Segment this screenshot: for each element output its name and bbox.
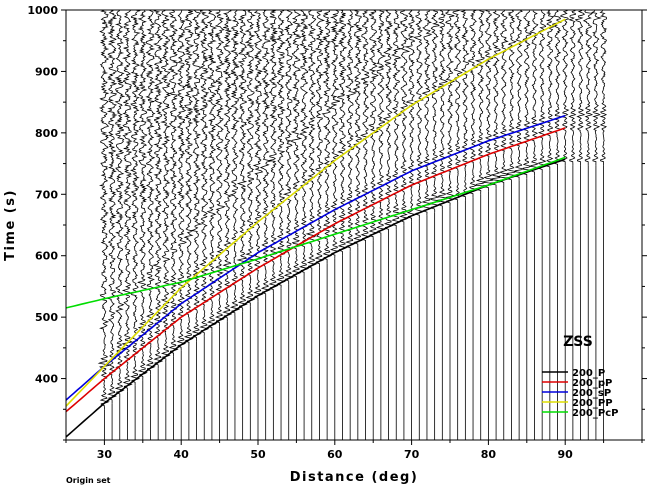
waveform-trace (537, 10, 547, 174)
x-tick-label: 80 (481, 448, 497, 461)
waveform-trace (275, 10, 287, 289)
y-tick-label: 500 (35, 311, 58, 324)
waveform-trace (314, 10, 326, 268)
waveform-trace (121, 10, 133, 392)
waveform-trace (528, 10, 541, 176)
phase-curves (66, 18, 566, 438)
waveform-trace (145, 10, 156, 375)
waveform-trace (152, 10, 164, 369)
waveform-trace (489, 10, 503, 189)
waveform-trace (360, 10, 371, 244)
waveform-trace (114, 10, 126, 398)
waveform-trace (298, 10, 310, 276)
waveform-trace (496, 10, 511, 187)
waveform-trace (568, 10, 577, 166)
waveform-trace (106, 10, 118, 404)
waveform-trace (183, 10, 195, 346)
x-tick-label: 70 (404, 448, 420, 461)
waveform-trace (574, 10, 586, 166)
waveform-trace (176, 10, 188, 351)
waveform-trace (368, 10, 380, 241)
legend-label: 200_sP (572, 388, 611, 399)
x-axis-title: Distance (deg) (290, 470, 419, 485)
waveform-trace (268, 10, 279, 294)
axes: 30 40 50 60 70 80 90 400 500 600 700 800 900 1000 (27, 4, 647, 461)
waveform-trace (552, 10, 562, 168)
waveform-trace (599, 10, 608, 166)
waveform-trace (544, 10, 555, 171)
waveform-trace (391, 10, 403, 230)
legend-label: 200_P (572, 368, 605, 379)
x-tick-label: 90 (558, 448, 574, 461)
waveform-traces (97, 10, 608, 440)
phase-curve-200_PP (66, 18, 566, 407)
waveform-trace (290, 10, 303, 281)
waveform-trace (559, 10, 570, 166)
x-tick-label: 50 (250, 448, 266, 461)
legend-title: ZSS (563, 334, 593, 350)
waveform-trace (590, 10, 602, 166)
waveform-trace (206, 10, 217, 332)
y-tick-label: 900 (35, 65, 58, 78)
waveform-trace (305, 10, 317, 272)
waveform-trace (137, 10, 148, 381)
x-tick-label: 60 (327, 448, 343, 461)
y-tick-label: 1000 (27, 4, 58, 17)
footnote-origin-set: Origin set (66, 476, 111, 485)
waveform-trace (428, 10, 440, 213)
waveform-trace (167, 10, 179, 357)
waveform-trace (404, 10, 417, 222)
waveform-trace (482, 10, 495, 192)
plot-frame (65, 9, 643, 441)
waveform-trace (452, 10, 463, 204)
legend-label: 200_pP (572, 378, 612, 389)
waveform-trace (520, 10, 534, 179)
waveform-trace (582, 10, 594, 166)
waveform-trace (512, 10, 525, 181)
phase-curve-200_pP (66, 127, 566, 413)
waveform-trace (329, 10, 341, 259)
waveform-trace (129, 10, 141, 386)
x-tick-label: 40 (174, 448, 190, 461)
waveform-trace (214, 10, 226, 327)
waveform-trace (236, 10, 248, 312)
waveform-trace (259, 10, 272, 298)
waveform-trace (282, 10, 295, 285)
x-tick-label: 30 (97, 448, 113, 461)
y-tick-label: 600 (35, 250, 58, 263)
y-tick-label: 700 (35, 188, 58, 201)
waveform-trace (436, 10, 449, 210)
waveform-trace (160, 10, 172, 363)
phase-curve-200_P (66, 158, 566, 438)
waveform-trace (321, 10, 333, 264)
waveform-trace (198, 10, 210, 337)
waveform-trace (336, 10, 348, 256)
waveform-trace (190, 10, 203, 342)
waveform-trace (345, 10, 357, 252)
phase-curve-200_sP (66, 114, 566, 401)
y-tick-label: 800 (35, 127, 58, 140)
waveform-trace (460, 10, 470, 201)
waveform-trace (399, 10, 411, 226)
legend-label: 200_PcP (572, 408, 618, 419)
waveform-trace (352, 10, 364, 248)
legend-label: 200_PP (572, 398, 613, 409)
waveform-trace (474, 10, 487, 195)
waveform-trace (413, 10, 425, 219)
waveform-trace (97, 10, 111, 410)
phase-curve-200_PcP (66, 156, 566, 309)
waveform-trace (444, 10, 456, 207)
waveform-trace (421, 10, 433, 216)
waveform-trace (467, 10, 478, 198)
waveform-trace (505, 10, 518, 184)
y-axis-title: Time (s) (3, 189, 18, 261)
y-tick-label: 400 (35, 373, 58, 386)
